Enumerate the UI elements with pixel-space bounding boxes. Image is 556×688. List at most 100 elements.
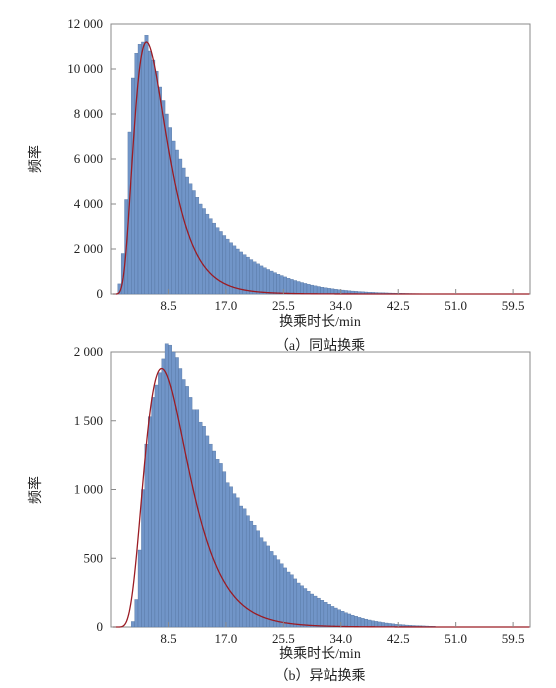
histogram-bar	[161, 358, 166, 628]
x-tick-label: 42.5	[387, 298, 410, 313]
histogram-bar	[158, 372, 162, 628]
histogram-bar	[374, 621, 379, 628]
histogram-bar	[222, 235, 227, 295]
x-tick-label: 25.5	[272, 631, 295, 646]
histogram-bar	[276, 559, 281, 628]
x-axis-label: 换乘时长/min	[279, 645, 361, 662]
histogram-bar	[323, 602, 328, 628]
histogram-bar	[235, 497, 240, 628]
histogram-bar	[151, 397, 156, 628]
histogram-bar	[158, 86, 162, 295]
histogram-bar	[310, 284, 314, 295]
histogram-bar	[225, 482, 230, 628]
histogram-bars	[117, 35, 456, 295]
histogram-bar	[283, 567, 287, 628]
histogram-bar	[323, 287, 328, 295]
histogram-bar	[178, 368, 183, 628]
histogram-bar	[364, 618, 368, 628]
histogram-bar	[313, 285, 318, 295]
histogram-bar	[273, 272, 277, 295]
y-tick-label: 2 000	[74, 241, 103, 256]
histogram-bar	[300, 585, 304, 628]
histogram-bar	[259, 265, 264, 295]
histogram-bar	[191, 409, 196, 628]
histogram-bar	[141, 41, 145, 295]
panel-a: 0 2 000 4 000 6 000 8 000 10 000 12 000 8.5 17.…	[27, 16, 531, 354]
histogram-bar	[269, 551, 274, 628]
histogram-bar	[239, 251, 243, 295]
histogram-bar	[161, 100, 166, 295]
histogram-bar	[320, 600, 325, 628]
histogram-bar	[141, 489, 145, 628]
y-tick-label: 4 000	[74, 196, 103, 211]
histogram-bar	[188, 397, 193, 628]
histogram-bar	[218, 231, 223, 295]
histogram-bar	[303, 588, 308, 628]
histogram-bar	[289, 279, 294, 295]
histogram-bar	[279, 275, 284, 295]
x-tick-label: 51.0	[444, 298, 467, 313]
histogram-bar	[316, 597, 321, 628]
histogram-bar	[147, 50, 152, 295]
histogram-bar	[185, 386, 189, 628]
histogram-bar	[279, 563, 284, 628]
histogram-bar	[289, 574, 294, 628]
histogram-bar	[296, 281, 301, 295]
fit-curve	[113, 367, 530, 628]
histogram-bar	[249, 259, 254, 295]
histogram-bar	[350, 614, 355, 628]
histogram-bar	[198, 203, 203, 295]
histogram-bar	[131, 621, 135, 628]
histogram-bar	[151, 59, 156, 295]
histogram-bar	[259, 537, 264, 628]
histogram-bar	[337, 609, 341, 628]
y-tick-label: 0	[97, 286, 104, 301]
x-tick-label: 8.5	[160, 298, 176, 313]
x-tick-label: 34.0	[329, 631, 352, 646]
x-axis-ticks: 8.5 17.0 25.5 34.0 42.5 51.0 59.5	[160, 289, 524, 313]
histogram-bar	[164, 343, 169, 628]
histogram-bar	[154, 71, 159, 295]
histogram-bar	[218, 463, 223, 628]
histogram-bar	[195, 197, 200, 295]
histogram-bar	[320, 287, 325, 295]
histogram-bar	[242, 508, 247, 628]
histogram-bar	[239, 505, 243, 628]
histogram-bar	[313, 595, 318, 628]
y-tick-label: 500	[84, 550, 104, 565]
histogram-bar	[327, 288, 331, 295]
x-tick-label: 34.0	[329, 298, 352, 313]
histogram-bar	[316, 286, 321, 295]
x-tick-label: 59.5	[502, 631, 525, 646]
histogram-bar	[327, 604, 331, 628]
histogram-bar	[175, 357, 179, 628]
histogram-bar	[144, 35, 149, 295]
histogram-bar	[235, 248, 240, 295]
histogram-bar	[131, 77, 135, 295]
histogram-bar	[310, 593, 314, 628]
histogram-bar	[367, 619, 372, 628]
histogram-bar	[340, 611, 345, 628]
histogram-bar	[360, 618, 365, 628]
y-tick-label: 8 000	[74, 106, 103, 121]
histogram-bar	[181, 167, 186, 295]
y-tick-label: 1 500	[74, 413, 103, 428]
histogram-bar	[333, 607, 338, 628]
x-tick-label: 25.5	[272, 298, 295, 313]
histogram-bar	[222, 471, 227, 628]
y-axis-label: 频率	[27, 476, 44, 504]
histogram-bar	[273, 555, 277, 628]
histogram-bar	[147, 416, 152, 628]
x-tick-label: 17.0	[215, 298, 238, 313]
x-tick-label: 51.0	[444, 631, 467, 646]
histogram-bar	[306, 591, 311, 628]
histogram-bar	[205, 435, 210, 628]
histogram-bar	[330, 606, 335, 628]
histogram-bar	[343, 612, 348, 628]
y-tick-label: 12 000	[67, 16, 103, 31]
histogram-bar	[205, 213, 210, 295]
histogram-bars	[131, 343, 436, 628]
histogram-bar	[154, 384, 159, 628]
y-tick-label: 6 000	[74, 151, 103, 166]
y-axis-ticks: 0 2 000 4 000 6 000 8 000 10 000 12 000	[67, 16, 116, 301]
